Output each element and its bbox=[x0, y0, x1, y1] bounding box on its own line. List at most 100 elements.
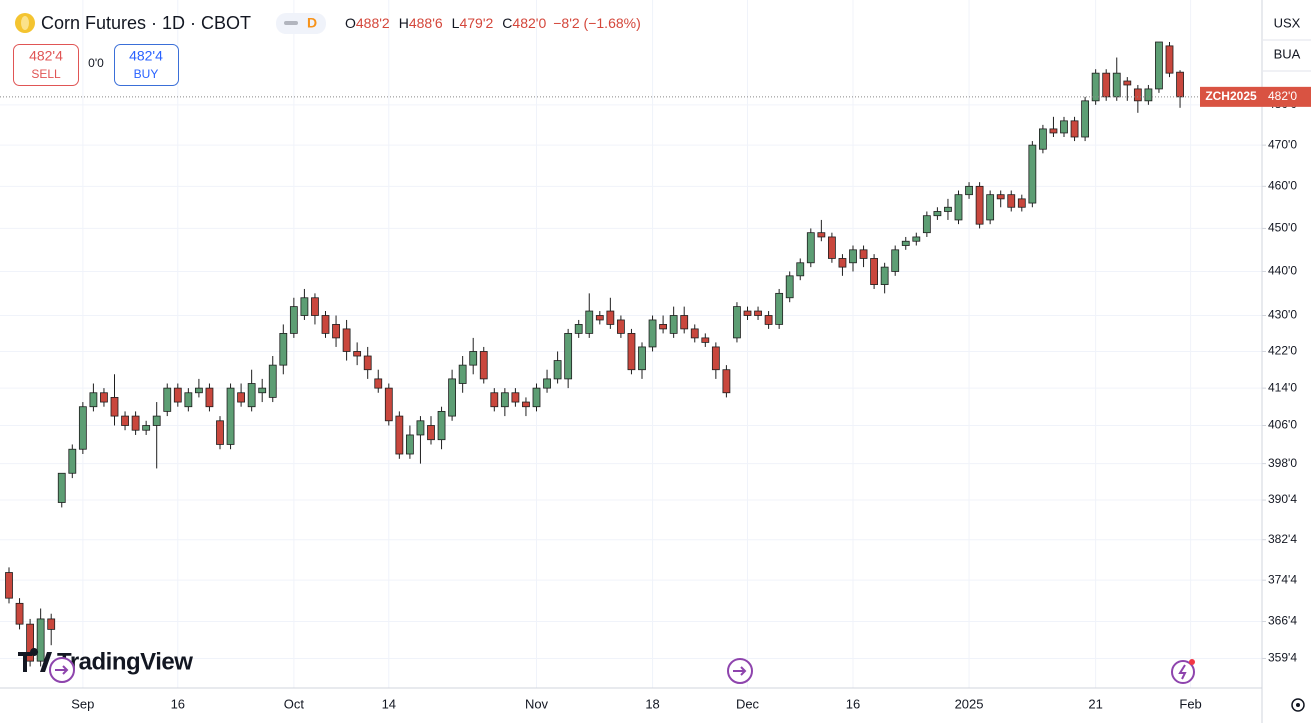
candle-body bbox=[247, 383, 256, 408]
badge-background[interactable] bbox=[276, 13, 326, 34]
ohlc-value: 479'2 bbox=[459, 15, 493, 31]
candle-body bbox=[342, 328, 351, 352]
candle-body bbox=[152, 415, 161, 426]
y-tick-label: 390'4 bbox=[1268, 492, 1297, 506]
plot-area bbox=[0, 41, 1200, 667]
candle-body bbox=[47, 618, 56, 630]
settings-icon[interactable] bbox=[1291, 698, 1305, 712]
candle-body bbox=[184, 392, 193, 408]
candle-body bbox=[617, 319, 625, 334]
candle-body bbox=[522, 401, 530, 408]
y-tick-label: 398'0 bbox=[1268, 456, 1297, 470]
candle-body bbox=[427, 425, 435, 441]
buy-price: 482'4 bbox=[129, 48, 163, 64]
candle-body bbox=[321, 315, 330, 334]
candle-body bbox=[849, 249, 857, 264]
candle-body bbox=[268, 364, 277, 398]
price-tag-label: 482'0 bbox=[1268, 89, 1297, 103]
candle-body bbox=[89, 392, 98, 408]
candle-body bbox=[965, 185, 973, 196]
ohlc-key: L bbox=[452, 15, 460, 31]
candle-body bbox=[574, 324, 583, 334]
grid bbox=[0, 0, 1262, 688]
candle-body bbox=[638, 346, 646, 371]
candle-body bbox=[722, 369, 731, 394]
y-tick-label: 382'4 bbox=[1268, 532, 1297, 546]
x-tick-label: 18 bbox=[645, 696, 659, 711]
y-tick-label: 374'4 bbox=[1268, 572, 1297, 586]
candle-body bbox=[1060, 120, 1068, 134]
buy-label: BUY bbox=[134, 67, 159, 81]
symbol-icon-detail bbox=[21, 16, 29, 30]
candle-body bbox=[36, 618, 45, 662]
x-tick-label: Dec bbox=[736, 696, 760, 711]
ohlc-key: C bbox=[502, 15, 512, 31]
event-icon-bolt bbox=[1178, 664, 1187, 680]
candle-body bbox=[121, 415, 129, 426]
candle-body bbox=[901, 240, 910, 246]
candle-body bbox=[1007, 194, 1016, 208]
candle-body bbox=[279, 332, 288, 366]
candle-body bbox=[1039, 128, 1047, 150]
candle-body bbox=[416, 420, 425, 436]
ohlc-key: O bbox=[345, 15, 356, 31]
candle-body bbox=[289, 306, 298, 334]
x-tick-label: 16 bbox=[846, 696, 860, 711]
candle-body bbox=[216, 420, 224, 445]
candle-body bbox=[1112, 72, 1121, 98]
ohlc-value: 488'2 bbox=[356, 15, 390, 31]
candle-body bbox=[205, 387, 214, 408]
candle-body bbox=[1091, 72, 1100, 102]
candle-body bbox=[648, 319, 657, 348]
candle-body bbox=[733, 306, 741, 339]
candle-body bbox=[743, 310, 752, 316]
x-tick-label: Feb bbox=[1179, 696, 1201, 711]
candle-body bbox=[891, 249, 900, 272]
candle-body bbox=[701, 337, 710, 343]
candle-body bbox=[796, 262, 805, 277]
candle-body bbox=[26, 623, 35, 662]
y-tick-label: 470'0 bbox=[1268, 137, 1297, 151]
candle-body bbox=[806, 232, 815, 264]
sell-price: 482'4 bbox=[29, 48, 63, 64]
candle-body bbox=[880, 266, 889, 285]
candle-body bbox=[859, 249, 868, 259]
y-tick-label: 359'4 bbox=[1268, 651, 1297, 665]
candle-body bbox=[163, 387, 172, 412]
candle-body bbox=[237, 392, 246, 403]
candle-body bbox=[448, 378, 457, 417]
candle-body bbox=[1081, 100, 1089, 138]
y-tick-label: 440'0 bbox=[1268, 264, 1297, 278]
badge: D bbox=[307, 15, 317, 31]
candle-body bbox=[975, 185, 984, 225]
candle-body bbox=[490, 392, 499, 408]
candle-body bbox=[1028, 144, 1037, 204]
settings-icon-center bbox=[1296, 703, 1300, 707]
candle-body bbox=[5, 572, 13, 599]
unit-button[interactable]: BUA bbox=[1274, 46, 1301, 61]
candle-body bbox=[437, 410, 446, 441]
buy-button[interactable] bbox=[114, 44, 179, 86]
sell-button[interactable] bbox=[13, 44, 79, 86]
candle-body bbox=[669, 315, 678, 334]
candle-body bbox=[838, 258, 847, 268]
candle-body bbox=[817, 232, 826, 238]
spread: 0'0 bbox=[88, 56, 104, 70]
candle-body bbox=[384, 387, 393, 422]
candle-body bbox=[912, 236, 921, 242]
candle-body bbox=[996, 194, 1005, 200]
ohlc-value: 488'6 bbox=[409, 15, 443, 31]
ohlc-key: H bbox=[399, 15, 409, 31]
price-tag bbox=[1262, 86, 1311, 107]
candle-body bbox=[353, 351, 362, 357]
y-tick-label: 430'0 bbox=[1268, 308, 1297, 322]
candle-body bbox=[922, 215, 931, 234]
chart-title[interactable]: Corn Futures · 1D · CBOT bbox=[41, 13, 251, 33]
candle-body bbox=[585, 310, 594, 334]
ohlc-value: 482'0 bbox=[512, 15, 546, 31]
candle-body bbox=[680, 315, 689, 330]
candle-body bbox=[986, 194, 995, 221]
currency-button[interactable]: USX bbox=[1274, 15, 1301, 30]
